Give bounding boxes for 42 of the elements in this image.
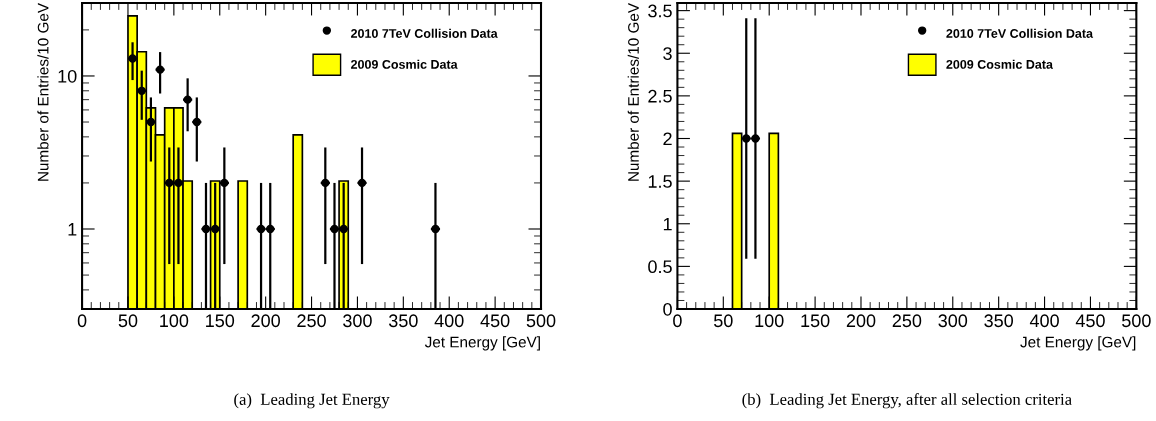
x-axis-title: Jet Energy [GeV] — [1020, 336, 1136, 351]
x-tick-label: 200 — [251, 314, 281, 328]
y-tick-label: 0.5 — [648, 260, 672, 274]
y-tick-label: 0 — [663, 302, 672, 316]
y-axis-title: Number of Entries/10 GeV — [627, 3, 639, 181]
legend-label: 2010 7TeV Collision Data — [946, 28, 1094, 38]
y-tick-label: 1 — [663, 217, 672, 231]
x-tick-label: 250 — [892, 314, 922, 328]
x-tick-label: 500 — [526, 314, 556, 328]
x-tick-label: 0 — [77, 314, 87, 328]
legend-label: 2009 Cosmic Data — [946, 59, 1054, 69]
y-axis-title: Number of Entries/10 GeV — [37, 3, 49, 181]
x-tick-label: 200 — [846, 314, 876, 328]
y-tick-label: 3.5 — [648, 4, 672, 18]
x-tick-label: 300 — [938, 314, 968, 328]
x-tick-label: 250 — [297, 314, 326, 328]
x-tick-label: 450 — [1075, 314, 1105, 328]
x-tick-label: 50 — [118, 314, 138, 328]
y-tick-label: 2.5 — [648, 89, 672, 103]
y-tick-label: 2 — [663, 132, 672, 146]
legend-label: 2010 7TeV Collision Data — [351, 28, 498, 38]
x-tick-label: 400 — [1029, 314, 1059, 328]
x-tick-label: 500 — [1122, 314, 1151, 328]
x-tick-label: 400 — [434, 314, 464, 328]
x-axis-title: Jet Energy [GeV] — [424, 336, 540, 351]
x-tick-label: 150 — [206, 314, 235, 328]
x-tick-label: 150 — [801, 314, 830, 328]
y-tick-label: 1 — [68, 223, 77, 236]
x-tick-label: 450 — [480, 314, 510, 328]
x-tick-label: 300 — [343, 314, 372, 328]
x-tick-label: 350 — [984, 314, 1014, 328]
text: (b) Leading Jet Energy, after all selection criteria — [742, 393, 1072, 409]
x-tick-label: 50 — [713, 314, 733, 328]
x-tick-label: 100 — [160, 314, 189, 328]
y-tick-label: 3 — [663, 47, 672, 60]
x-tick-label: 100 — [755, 314, 784, 328]
legend-label: 2009 Cosmic Data — [351, 59, 458, 69]
x-tick-label: 0 — [673, 314, 682, 328]
y-tick-label: 10 — [58, 69, 77, 83]
y-tick-label: 1.5 — [648, 175, 672, 188]
x-tick-label: 350 — [388, 314, 418, 328]
text: (a) Leading Jet Energy — [234, 393, 390, 409]
